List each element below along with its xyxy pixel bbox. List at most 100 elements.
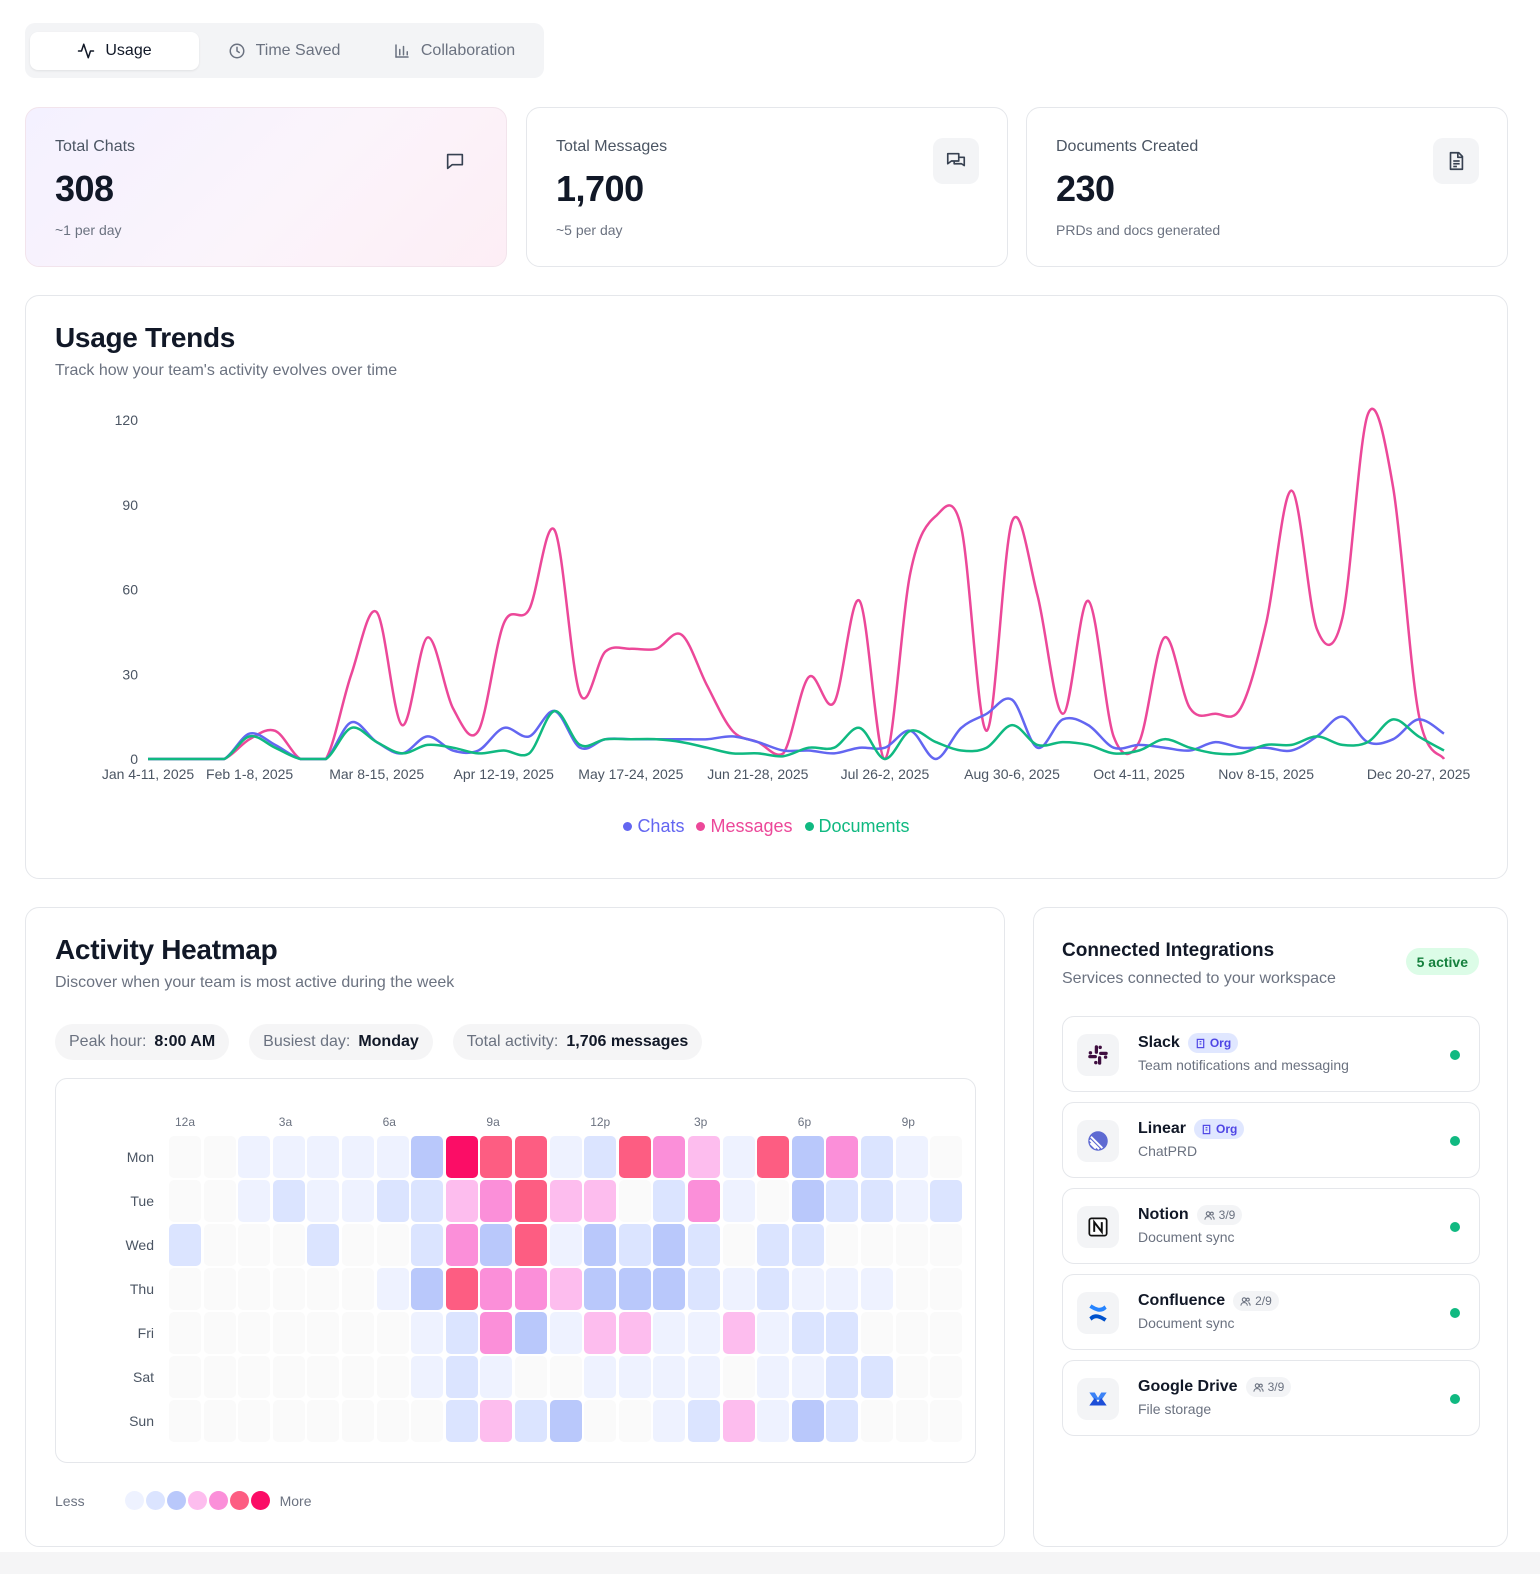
- heatmap-cell[interactable]: [722, 1180, 755, 1222]
- heatmap-cell[interactable]: [480, 1268, 513, 1310]
- heatmap-cell[interactable]: [757, 1356, 790, 1398]
- heatmap-cell[interactable]: [688, 1268, 720, 1310]
- heatmap-cell[interactable]: [169, 1136, 201, 1178]
- heatmap-cell[interactable]: [307, 1180, 340, 1222]
- heatmap-cell[interactable]: [688, 1400, 720, 1442]
- heatmap-cell[interactable]: [618, 1356, 651, 1398]
- heatmap-cell[interactable]: [411, 1356, 444, 1398]
- heatmap-cell[interactable]: [549, 1312, 582, 1354]
- heatmap-cell[interactable]: [445, 1356, 478, 1398]
- heatmap-cell[interactable]: [549, 1400, 582, 1442]
- heatmap-cell[interactable]: [757, 1136, 790, 1178]
- legend-item-chats[interactable]: Chats: [623, 816, 684, 837]
- heatmap-cell[interactable]: [688, 1356, 720, 1398]
- heatmap-cell[interactable]: [238, 1400, 271, 1442]
- heatmap-cell[interactable]: [688, 1136, 720, 1178]
- heatmap-cell[interactable]: [445, 1180, 478, 1222]
- heatmap-cell[interactable]: [826, 1180, 859, 1222]
- heatmap-cell[interactable]: [722, 1224, 755, 1266]
- heatmap-cell[interactable]: [791, 1400, 824, 1442]
- heatmap-cell[interactable]: [930, 1356, 963, 1398]
- heatmap-cell[interactable]: [169, 1180, 201, 1222]
- integration-notion[interactable]: Notion 3/9 Document sync: [1062, 1188, 1480, 1264]
- heatmap-cell[interactable]: [653, 1268, 686, 1310]
- heatmap-cell[interactable]: [653, 1312, 686, 1354]
- heatmap-cell[interactable]: [861, 1400, 893, 1442]
- tab-collaboration[interactable]: Collaboration: [369, 32, 539, 70]
- integration-confluence[interactable]: Confluence 2/9 Document sync: [1062, 1274, 1480, 1350]
- heatmap-cell[interactable]: [272, 1356, 305, 1398]
- heatmap-cell[interactable]: [757, 1180, 790, 1222]
- heatmap-cell[interactable]: [861, 1136, 893, 1178]
- heatmap-cell[interactable]: [722, 1268, 755, 1310]
- heatmap-cell[interactable]: [376, 1356, 409, 1398]
- heatmap-cell[interactable]: [445, 1400, 478, 1442]
- heatmap-cell[interactable]: [653, 1400, 686, 1442]
- heatmap-cell[interactable]: [826, 1312, 859, 1354]
- heatmap-cell[interactable]: [480, 1224, 513, 1266]
- heatmap-cell[interactable]: [618, 1224, 651, 1266]
- heatmap-cell[interactable]: [895, 1136, 928, 1178]
- heatmap-cell[interactable]: [480, 1356, 513, 1398]
- heatmap-cell[interactable]: [722, 1356, 755, 1398]
- heatmap-cell[interactable]: [342, 1136, 374, 1178]
- heatmap-cell[interactable]: [618, 1136, 651, 1178]
- heatmap-cell[interactable]: [861, 1312, 893, 1354]
- heatmap-cell[interactable]: [930, 1224, 963, 1266]
- heatmap-cell[interactable]: [722, 1312, 755, 1354]
- heatmap-cell[interactable]: [272, 1312, 305, 1354]
- heatmap-cell[interactable]: [411, 1312, 444, 1354]
- heatmap-cell[interactable]: [826, 1400, 859, 1442]
- heatmap-cell[interactable]: [411, 1136, 444, 1178]
- heatmap-cell[interactable]: [342, 1400, 374, 1442]
- heatmap-cell[interactable]: [169, 1268, 201, 1310]
- heatmap-cell[interactable]: [930, 1180, 963, 1222]
- heatmap-cell[interactable]: [688, 1180, 720, 1222]
- heatmap-cell[interactable]: [618, 1268, 651, 1310]
- integration-linear[interactable]: Linear Org ChatPRD: [1062, 1102, 1480, 1178]
- heatmap-cell[interactable]: [688, 1224, 720, 1266]
- heatmap-cell[interactable]: [272, 1136, 305, 1178]
- heatmap-cell[interactable]: [895, 1356, 928, 1398]
- legend-item-messages[interactable]: Messages: [696, 816, 793, 837]
- legend-item-documents[interactable]: Documents: [804, 816, 910, 837]
- heatmap-cell[interactable]: [480, 1400, 513, 1442]
- heatmap-cell[interactable]: [584, 1356, 617, 1398]
- heatmap-cell[interactable]: [342, 1268, 374, 1310]
- heatmap-cell[interactable]: [376, 1136, 409, 1178]
- heatmap-cell[interactable]: [757, 1312, 790, 1354]
- heatmap-cell[interactable]: [480, 1312, 513, 1354]
- heatmap-cell[interactable]: [930, 1312, 963, 1354]
- heatmap-cell[interactable]: [480, 1180, 513, 1222]
- heatmap-cell[interactable]: [203, 1356, 236, 1398]
- heatmap-cell[interactable]: [861, 1268, 893, 1310]
- heatmap-cell[interactable]: [342, 1356, 374, 1398]
- heatmap-cell[interactable]: [688, 1312, 720, 1354]
- heatmap-cell[interactable]: [515, 1312, 547, 1354]
- heatmap-cell[interactable]: [203, 1224, 236, 1266]
- heatmap-cell[interactable]: [342, 1180, 374, 1222]
- heatmap-cell[interactable]: [376, 1224, 409, 1266]
- heatmap-cell[interactable]: [861, 1224, 893, 1266]
- heatmap-cell[interactable]: [307, 1268, 340, 1310]
- heatmap-cell[interactable]: [895, 1224, 928, 1266]
- heatmap-cell[interactable]: [549, 1224, 582, 1266]
- heatmap-cell[interactable]: [584, 1268, 617, 1310]
- heatmap-cell[interactable]: [826, 1356, 859, 1398]
- heatmap-cell[interactable]: [480, 1136, 513, 1178]
- heatmap-cell[interactable]: [549, 1180, 582, 1222]
- heatmap-cell[interactable]: [411, 1224, 444, 1266]
- heatmap-cell[interactable]: [238, 1356, 271, 1398]
- heatmap-cell[interactable]: [342, 1312, 374, 1354]
- heatmap-cell[interactable]: [515, 1400, 547, 1442]
- heatmap-cell[interactable]: [861, 1356, 893, 1398]
- heatmap-cell[interactable]: [895, 1268, 928, 1310]
- heatmap-cell[interactable]: [238, 1136, 271, 1178]
- heatmap-cell[interactable]: [307, 1312, 340, 1354]
- heatmap-cell[interactable]: [307, 1400, 340, 1442]
- heatmap-cell[interactable]: [791, 1312, 824, 1354]
- heatmap-cell[interactable]: [826, 1268, 859, 1310]
- heatmap-cell[interactable]: [238, 1312, 271, 1354]
- heatmap-cell[interactable]: [722, 1136, 755, 1178]
- heatmap-cell[interactable]: [515, 1224, 547, 1266]
